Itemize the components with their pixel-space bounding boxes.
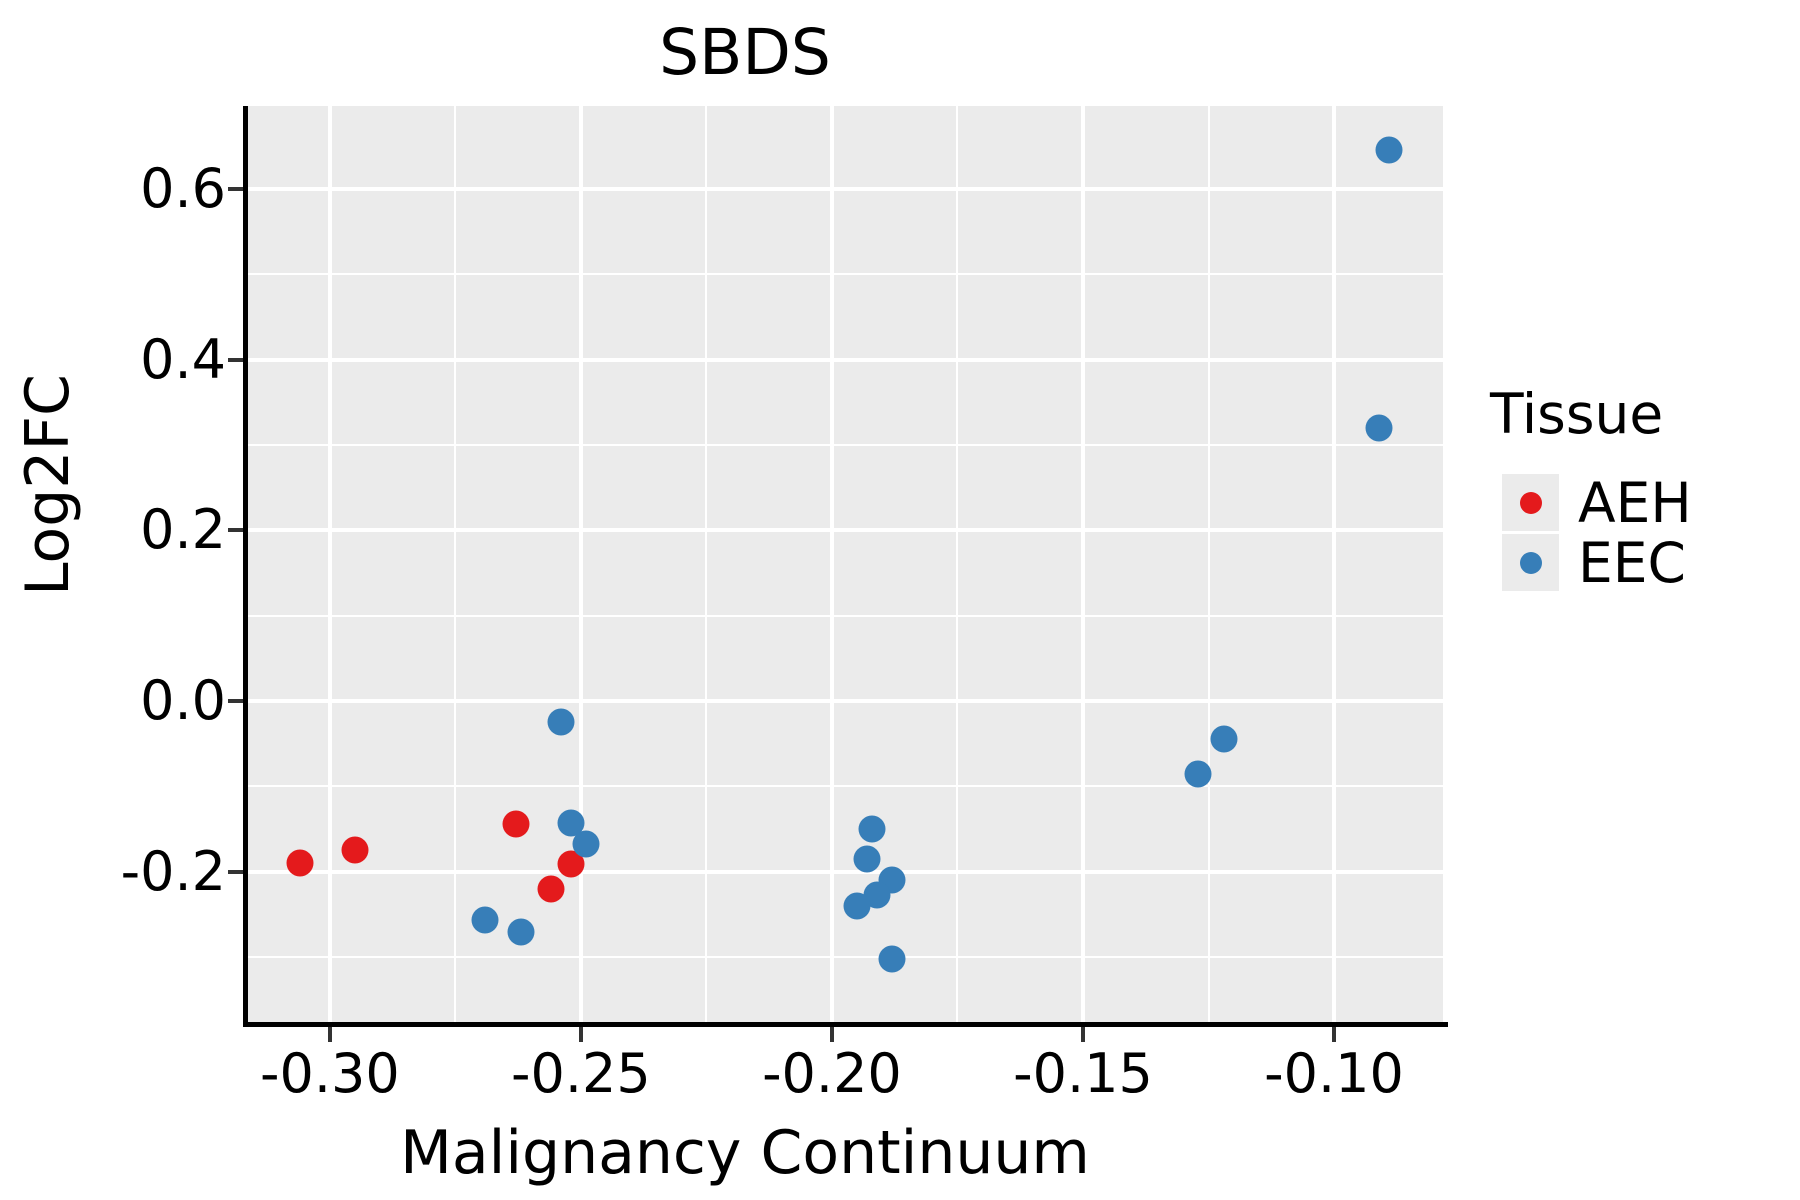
y-tick-label: -0.2	[120, 839, 226, 903]
data-point-aeh	[341, 836, 369, 864]
x-tick-mark	[1332, 1027, 1337, 1042]
x-tick-mark	[578, 1027, 583, 1042]
major-gridline-x	[1080, 106, 1085, 1022]
x-tick-mark	[327, 1027, 332, 1042]
eec-dot-icon	[1519, 551, 1542, 574]
x-axis-spine	[243, 1022, 1448, 1027]
y-axis-label: Log2FC	[13, 374, 83, 596]
legend-item-eec: EEC	[1490, 531, 1686, 595]
minor-gridline-y	[247, 443, 1443, 446]
data-point-eec	[1375, 136, 1403, 164]
data-point-eec	[853, 845, 881, 873]
y-axis-spine	[243, 106, 248, 1027]
legend-key-box	[1502, 534, 1559, 591]
minor-gridline-x	[454, 106, 457, 1022]
major-gridline-x	[327, 106, 332, 1022]
chart-title: SBDS	[659, 16, 831, 89]
y-tick-mark	[228, 869, 243, 874]
legend-key-box	[1502, 474, 1559, 531]
major-gridline-y	[247, 357, 1443, 362]
major-gridline-y	[247, 869, 1443, 874]
y-tick-mark	[228, 528, 243, 533]
y-tick-label: 0.0	[140, 669, 226, 733]
x-tick-label: -0.15	[1013, 1042, 1153, 1105]
major-gridline-y	[247, 528, 1443, 533]
minor-gridline-y	[247, 785, 1443, 788]
x-tick-mark	[1080, 1027, 1085, 1042]
legend: Tissue AEH EEC	[1490, 382, 1692, 595]
minor-gridline-x	[1207, 106, 1210, 1022]
data-point-aeh	[502, 810, 530, 838]
minor-gridline-y	[247, 614, 1443, 617]
data-point-eec	[858, 815, 886, 843]
major-gridline-y	[247, 699, 1443, 704]
x-axis-label: Malignancy Continuum	[400, 1118, 1090, 1188]
major-gridline-y	[247, 186, 1443, 191]
data-point-eec	[1365, 414, 1393, 442]
legend-title: Tissue	[1490, 382, 1664, 446]
y-tick-mark	[228, 357, 243, 362]
minor-gridline-y	[247, 273, 1443, 276]
y-tick-mark	[228, 186, 243, 191]
minor-gridline-x	[956, 106, 959, 1022]
legend-item-aeh: AEH	[1490, 471, 1692, 535]
data-point-eec	[572, 830, 600, 858]
x-tick-label: -0.10	[1264, 1042, 1404, 1105]
plot-panel	[247, 106, 1443, 1022]
legend-item-label: EEC	[1578, 531, 1686, 595]
minor-gridline-x	[705, 106, 708, 1022]
major-gridline-x	[1332, 106, 1337, 1022]
major-gridline-x	[578, 106, 583, 1022]
data-point-eec	[878, 945, 906, 973]
y-tick-mark	[228, 699, 243, 704]
data-point-eec	[1184, 760, 1212, 788]
minor-gridline-y	[247, 956, 1443, 959]
data-point-eec	[1210, 725, 1238, 753]
data-point-eec	[471, 906, 499, 934]
major-gridline-x	[829, 106, 834, 1022]
y-tick-label: 0.4	[140, 327, 226, 391]
x-tick-label: -0.30	[259, 1042, 400, 1105]
data-point-eec	[547, 708, 575, 736]
x-tick-label: -0.20	[762, 1042, 902, 1105]
y-tick-label: 0.6	[140, 156, 226, 220]
legend-item-label: AEH	[1578, 471, 1692, 535]
data-point-aeh	[286, 849, 314, 877]
data-point-eec	[507, 918, 535, 945]
aeh-dot-icon	[1519, 491, 1542, 514]
y-tick-label: 0.2	[140, 498, 226, 562]
data-point-eec	[843, 892, 871, 920]
x-tick-mark	[829, 1027, 834, 1042]
x-tick-label: -0.25	[511, 1042, 651, 1105]
data-point-aeh	[537, 875, 565, 903]
